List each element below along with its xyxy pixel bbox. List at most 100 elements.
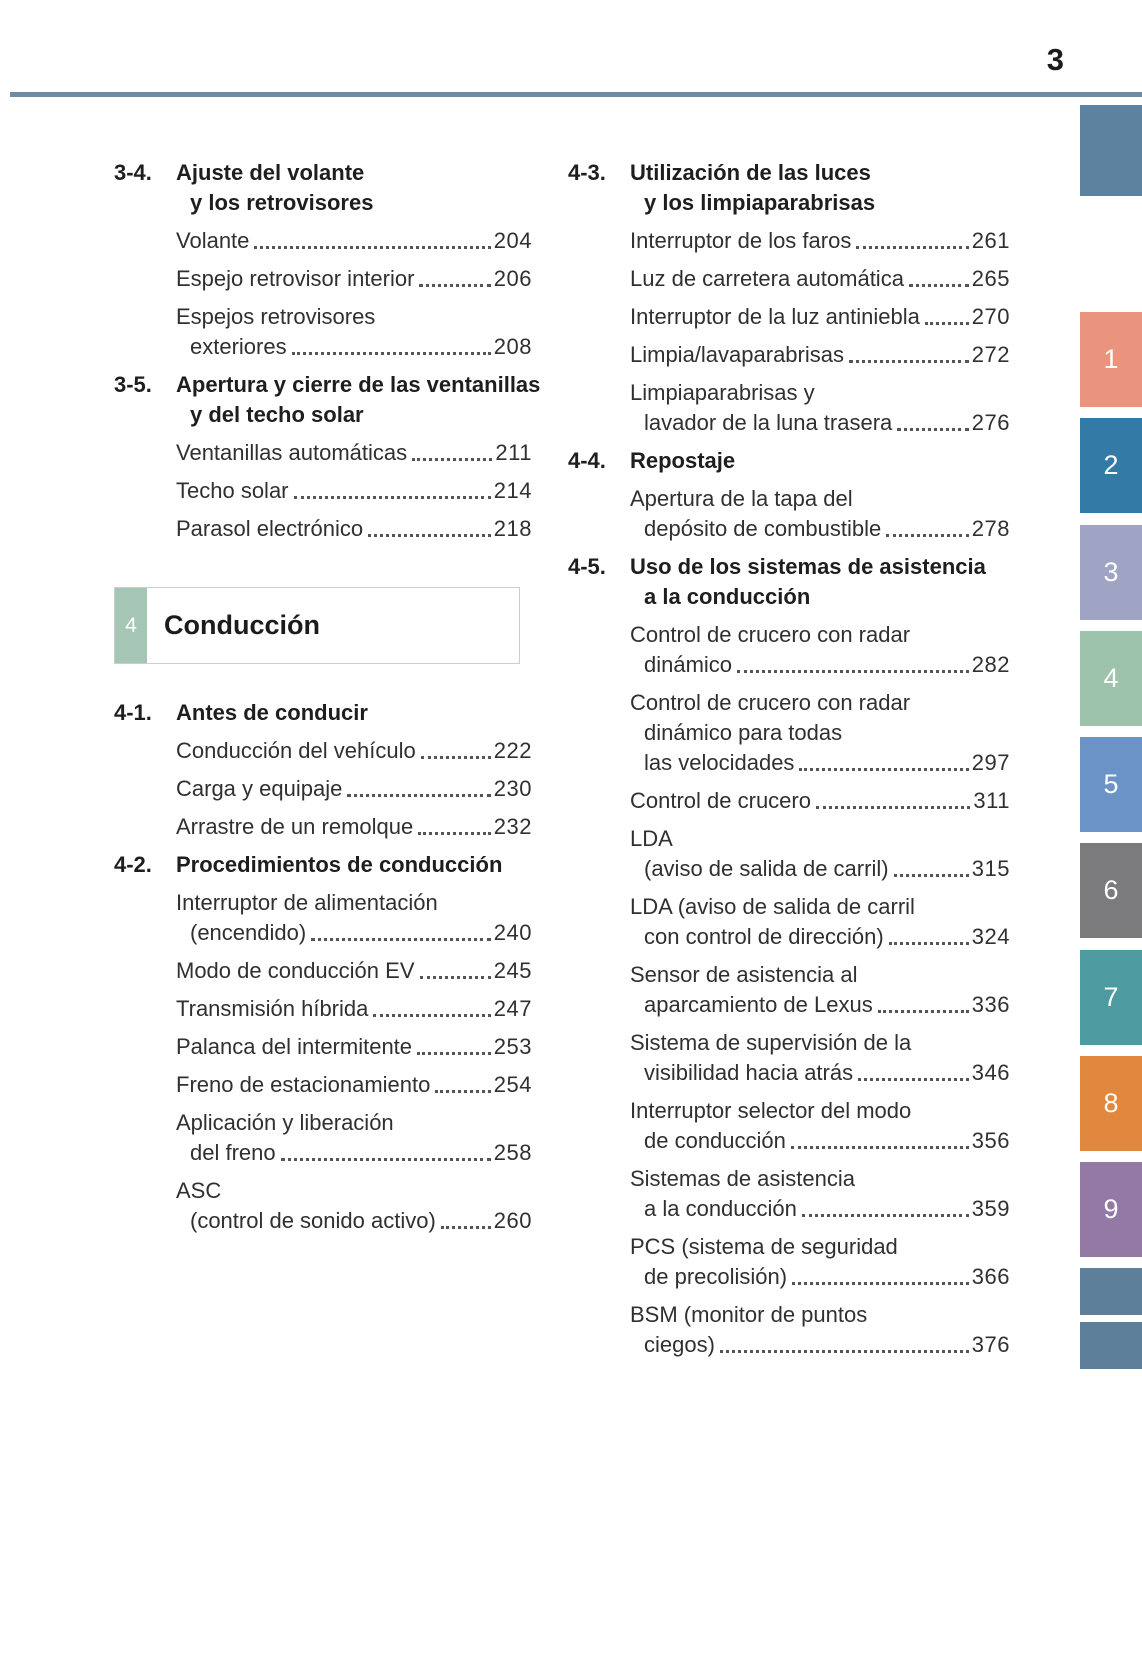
toc-entry-line: BSM (monitor de puntos: [630, 1302, 868, 1327]
toc-page-ref: 214: [493, 478, 532, 503]
edge-tab: [1080, 1268, 1142, 1315]
toc-entry-line: Sensor de asistencia al: [630, 962, 858, 987]
toc-right-column: 4-3. Utilización de las luces y los limpia…: [568, 158, 1010, 1368]
toc-entry: Control de crucero con radar dinámico par…: [630, 688, 1010, 778]
toc-dot-leader: [856, 226, 969, 249]
toc-entry-lastline: Interruptor de la luz antiniebla 270: [630, 302, 1010, 332]
toc-section-title-line: Apertura y cierre de las ventanillas: [176, 372, 541, 397]
toc-entry-lastline: Parasol electrónico 218: [176, 514, 532, 544]
toc-entry-label: las velocidades: [644, 750, 795, 775]
toc-entry-label: Modo de conducción EV: [176, 958, 415, 983]
toc-entry-lastline: Freno de estacionamiento 254: [176, 1070, 532, 1100]
toc-section-title: Repostaje: [630, 446, 1010, 476]
toc-entry: Freno de estacionamiento 254: [176, 1070, 532, 1100]
toc-section-title-line: Antes de conducir: [176, 700, 368, 725]
toc-entry-line: Apertura de la tapa del: [630, 486, 853, 511]
toc-section-title: Uso de los sistemas de asistencia a la co…: [630, 552, 1010, 612]
toc-section-title: Ajuste del volante y los retrovisores: [176, 158, 532, 218]
toc-dot-leader: [877, 990, 969, 1013]
toc-entry-label: ciegos): [644, 1332, 715, 1357]
chapter-tab-4: 4: [1080, 631, 1142, 726]
toc-dot-leader: [790, 1126, 969, 1149]
toc-section-title-line: Uso de los sistemas de asistencia: [630, 554, 986, 579]
toc-section: 4-3. Utilización de las luces y los limpia…: [568, 158, 1010, 438]
toc-entry-lastline: a la conducción 359: [630, 1194, 1010, 1224]
toc-entry-label: con control de dirección): [644, 924, 884, 949]
toc-entry-label: (aviso de salida de carril): [644, 856, 889, 881]
toc-entry-lastline: Arrastre de un remolque 232: [176, 812, 532, 842]
toc-entry: Interruptor de los faros 261: [630, 226, 1010, 256]
toc-entry-lastline: Limpia/lavaparabrisas 272: [630, 340, 1010, 370]
toc-entry-lastline: lavador de la luna trasera 276: [630, 408, 1010, 438]
toc-page-ref: 270: [971, 304, 1010, 329]
toc-dot-leader: [420, 736, 491, 759]
toc-dot-leader: [419, 264, 491, 287]
toc-entry: Arrastre de un remolque 232: [176, 812, 532, 842]
toc-section-title: Apertura y cierre de las ventanillas y de…: [176, 370, 541, 430]
toc-entry-label: Espejo retrovisor interior: [176, 266, 415, 291]
toc-section-title-line: Utilización de las luces: [630, 160, 871, 185]
toc-entry-lastline: exteriores 208: [176, 332, 532, 362]
toc-section: 3-4. Ajuste del volante y los retrovisores…: [114, 158, 532, 362]
toc-entry-label: dinámico: [644, 652, 733, 677]
toc-entry-lastline: dinámico 282: [630, 650, 1010, 680]
toc-dot-leader: [792, 1262, 969, 1285]
toc-entry-label: exteriores: [190, 334, 287, 359]
toc-section: 3-5. Apertura y cierre de las ventanillas…: [114, 370, 541, 544]
toc-entry-label: Interruptor de la luz antiniebla: [630, 304, 920, 329]
toc-entry: Interruptor selector del modo de conducci…: [630, 1096, 1010, 1156]
toc-section-title-line: Ajuste del volante: [176, 160, 365, 185]
toc-entry-line: LDA: [630, 826, 673, 851]
toc-dot-leader: [886, 514, 969, 537]
toc-entry: Luz de carretera automática 265: [630, 264, 1010, 294]
toc-entry-lastline: del freno 258: [176, 1138, 532, 1168]
toc-entry-lastline: Conducción del vehículo 222: [176, 736, 532, 766]
toc-entry: Control de crucero 311: [630, 786, 1010, 816]
chapter-number-badge: 4: [115, 588, 147, 663]
toc-entry-line: PCS (sistema de seguridad: [630, 1234, 898, 1259]
toc-entry: Carga y equipaje 230: [176, 774, 532, 804]
toc-dot-leader: [293, 476, 491, 499]
toc-entry-lastline: Luz de carretera automática 265: [630, 264, 1010, 294]
toc-section-number: 4-5.: [568, 554, 606, 579]
toc-dot-leader: [737, 650, 969, 673]
toc-section-header: 4-4. Repostaje: [568, 446, 1010, 476]
toc-entry-label: Limpia/lavaparabrisas: [630, 342, 844, 367]
toc-entry-label: aparcamiento de Lexus: [644, 992, 873, 1017]
chapter-tab-9: 9: [1080, 1162, 1142, 1257]
toc-page-ref: 336: [971, 992, 1010, 1017]
toc-entry-label: de conducción: [644, 1128, 786, 1153]
toc-entry-label: a la conducción: [644, 1196, 797, 1221]
toc-entry-line: Control de crucero con radar: [630, 622, 911, 647]
toc-entry: Control de crucero con radar dinámico 282: [630, 620, 1010, 680]
toc-entry: Techo solar 214: [176, 476, 532, 506]
toc-entry: Espejo retrovisor interior 206: [176, 264, 532, 294]
toc-dot-leader: [419, 956, 491, 979]
toc-section-title-line: y del techo solar: [190, 402, 364, 427]
toc-page-ref: 230: [493, 776, 532, 801]
toc-entry-lastline: Carga y equipaje 230: [176, 774, 532, 804]
toc-dot-leader: [799, 748, 969, 771]
toc-section-header: 4-3. Utilización de las luces y los limpia…: [568, 158, 1010, 218]
toc-entry-lastline: depósito de combustible 278: [630, 514, 1010, 544]
toc-entry: Apertura de la tapa del depósito de combu…: [630, 484, 1010, 544]
toc-dot-leader: [801, 1194, 969, 1217]
toc-dot-leader: [373, 994, 491, 1017]
toc-dot-leader: [893, 854, 969, 877]
toc-page-ref: 278: [971, 516, 1010, 541]
header-rule: [10, 92, 1142, 97]
toc-page-ref: 247: [493, 996, 532, 1021]
toc-page-ref: 206: [493, 266, 532, 291]
toc-entry-line: Interruptor selector del modo: [630, 1098, 912, 1123]
toc-section-title: Antes de conducir: [176, 698, 532, 728]
toc-dot-leader: [719, 1330, 969, 1353]
toc-entry: Sistema de supervisión de la visibilidad …: [630, 1028, 1010, 1088]
toc-entry: Interruptor de alimentación (encendido) 24…: [176, 888, 532, 948]
toc-dot-leader: [908, 264, 969, 287]
toc-entry: Parasol electrónico 218: [176, 514, 532, 544]
toc-entry: Interruptor de la luz antiniebla 270: [630, 302, 1010, 332]
chapter-tab-3: 3: [1080, 525, 1142, 620]
toc-entry-lastline: (encendido) 240: [176, 918, 532, 948]
toc-entry: Limpia/lavaparabrisas 272: [630, 340, 1010, 370]
toc-entry-label: lavador de la luna trasera: [644, 410, 893, 435]
